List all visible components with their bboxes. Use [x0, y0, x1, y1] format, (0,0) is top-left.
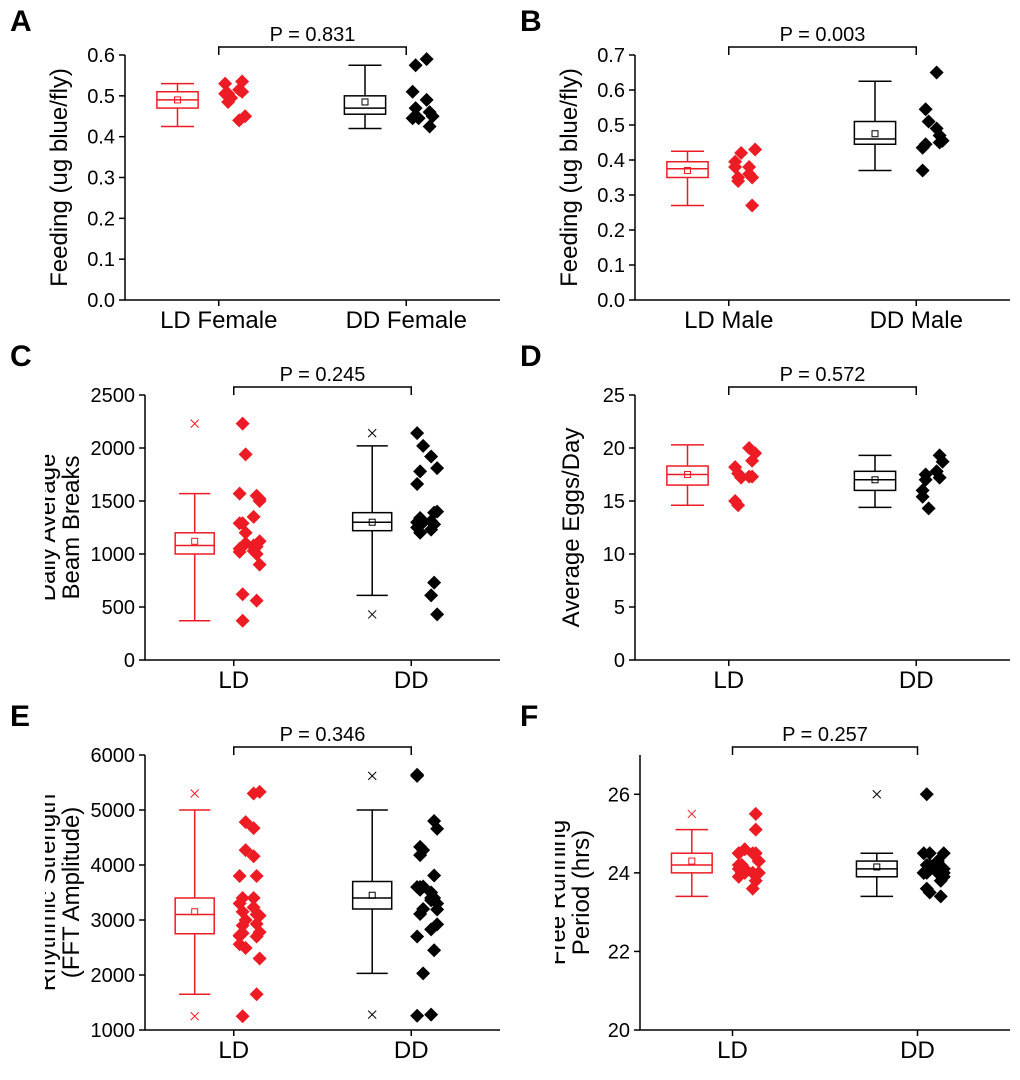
- svg-text:P = 0.831: P = 0.831: [270, 24, 356, 46]
- svg-text:0.4: 0.4: [87, 127, 115, 149]
- svg-text:LD: LD: [717, 1037, 748, 1064]
- panel-label-f: F: [520, 700, 538, 734]
- svg-text:DD: DD: [394, 667, 429, 694]
- svg-text:LD Female: LD Female: [160, 307, 277, 334]
- panel-label-a: A: [10, 5, 32, 39]
- panel-label-e: E: [10, 700, 30, 734]
- svg-text:5000: 5000: [91, 800, 136, 822]
- svg-text:DD Female: DD Female: [346, 307, 467, 334]
- svg-text:DD Male: DD Male: [870, 307, 963, 334]
- svg-text:0.5: 0.5: [597, 115, 625, 137]
- svg-text:24: 24: [608, 863, 630, 885]
- svg-text:Feeding (ug blue/fly): Feeding (ug blue/fly): [46, 68, 73, 287]
- svg-text:DD: DD: [394, 1037, 429, 1064]
- svg-text:2000: 2000: [91, 965, 136, 987]
- svg-text:15: 15: [603, 491, 625, 513]
- svg-text:0.6: 0.6: [87, 45, 115, 67]
- svg-text:0.3: 0.3: [87, 168, 115, 190]
- svg-text:0.0: 0.0: [87, 290, 115, 312]
- svg-text:Free RunningPeriod (hrs): Free RunningPeriod (hrs): [555, 820, 595, 965]
- panel-label-b: B: [520, 5, 542, 39]
- svg-text:0.3: 0.3: [597, 185, 625, 207]
- svg-text:0.2: 0.2: [597, 220, 625, 242]
- panel-d-chart: 0 5 10 15 20 25 Average Eggs/Day LD DD P = 0.572: [555, 350, 1020, 700]
- panel-label-c: C: [10, 340, 32, 374]
- svg-text:P = 0.245: P = 0.245: [280, 364, 366, 386]
- svg-text:500: 500: [102, 597, 135, 619]
- svg-text:P = 0.257: P = 0.257: [782, 724, 868, 746]
- svg-text:20: 20: [603, 438, 625, 460]
- panel-a-chart: 0.0 0.1 0.2 0.3 0.4 0.5 0.6 Feeding (ug blue/fl…: [45, 10, 510, 340]
- svg-text:0.1: 0.1: [597, 255, 625, 277]
- svg-text:0.2: 0.2: [87, 208, 115, 230]
- svg-text:10: 10: [603, 544, 625, 566]
- svg-text:3000: 3000: [91, 910, 136, 932]
- svg-text:Rhythmic Strength(FFT Amplitud: Rhythmic Strength(FFT Amplitude): [45, 794, 85, 991]
- svg-text:2000: 2000: [91, 438, 136, 460]
- svg-text:5: 5: [614, 597, 625, 619]
- panel-e-chart: 1000 2000 3000 4000 5000 6000 Rhythmic Strengt…: [45, 710, 510, 1070]
- svg-text:0.6: 0.6: [597, 80, 625, 102]
- svg-text:6000: 6000: [91, 745, 136, 767]
- figure-container: A B C D E F 0.0 0.1 0.2 0.3 0.4 0.5 0.6 Feeding…: [0, 0, 1020, 1080]
- panel-b-chart: 0.0 0.1 0.2 0.3 0.4 0.5 0.6 0.7 Feeding (ug blue…: [555, 10, 1020, 340]
- svg-text:20: 20: [608, 1020, 630, 1042]
- svg-text:0.4: 0.4: [597, 150, 625, 172]
- svg-text:0.7: 0.7: [597, 45, 625, 67]
- svg-text:0: 0: [614, 650, 625, 672]
- svg-text:P = 0.346: P = 0.346: [280, 724, 366, 746]
- svg-text:4000: 4000: [91, 855, 136, 877]
- svg-text:LD: LD: [218, 1037, 249, 1064]
- svg-text:0.1: 0.1: [87, 249, 115, 271]
- svg-text:DD: DD: [899, 667, 934, 694]
- svg-text:Feeding (ug blue/fly): Feeding (ug blue/fly): [556, 68, 583, 287]
- svg-text:0.5: 0.5: [87, 86, 115, 108]
- panel-label-d: D: [520, 340, 542, 374]
- svg-text:1000: 1000: [91, 544, 136, 566]
- svg-text:LD Male: LD Male: [684, 307, 773, 334]
- svg-text:1500: 1500: [91, 491, 136, 513]
- svg-text:1000: 1000: [91, 1020, 136, 1042]
- panel-f-chart: 20 22 24 26 Free RunningPeriod (hrs) LD DD P = …: [555, 710, 1020, 1070]
- svg-text:LD: LD: [713, 667, 744, 694]
- svg-text:26: 26: [608, 784, 630, 806]
- panel-c-chart: 0 500 1000 1500 2000 2500 Daily AverageBeam Br…: [45, 350, 510, 700]
- svg-text:P = 0.003: P = 0.003: [780, 24, 866, 46]
- svg-text:Average Eggs/Day: Average Eggs/Day: [558, 428, 585, 628]
- svg-text:25: 25: [603, 385, 625, 407]
- svg-text:Daily AverageBeam Breaks: Daily AverageBeam Breaks: [45, 454, 85, 602]
- svg-text:0: 0: [124, 650, 135, 672]
- svg-text:22: 22: [608, 941, 630, 963]
- svg-text:DD: DD: [900, 1037, 935, 1064]
- svg-text:0.0: 0.0: [597, 290, 625, 312]
- svg-text:LD: LD: [218, 667, 249, 694]
- svg-text:2500: 2500: [91, 385, 136, 407]
- svg-text:P = 0.572: P = 0.572: [780, 364, 866, 386]
